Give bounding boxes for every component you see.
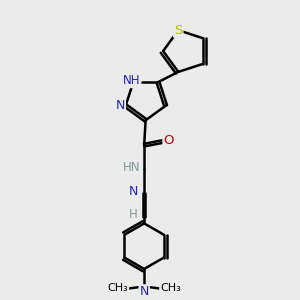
Text: H: H — [129, 208, 137, 220]
Text: CH₃: CH₃ — [160, 283, 181, 293]
Text: N: N — [140, 285, 149, 298]
Text: NH: NH — [123, 74, 140, 87]
Text: CH₃: CH₃ — [107, 283, 128, 293]
Text: N: N — [116, 99, 125, 112]
Text: HN: HN — [123, 161, 141, 174]
Text: N: N — [129, 185, 139, 198]
Text: O: O — [164, 134, 174, 147]
Text: S: S — [174, 24, 182, 37]
